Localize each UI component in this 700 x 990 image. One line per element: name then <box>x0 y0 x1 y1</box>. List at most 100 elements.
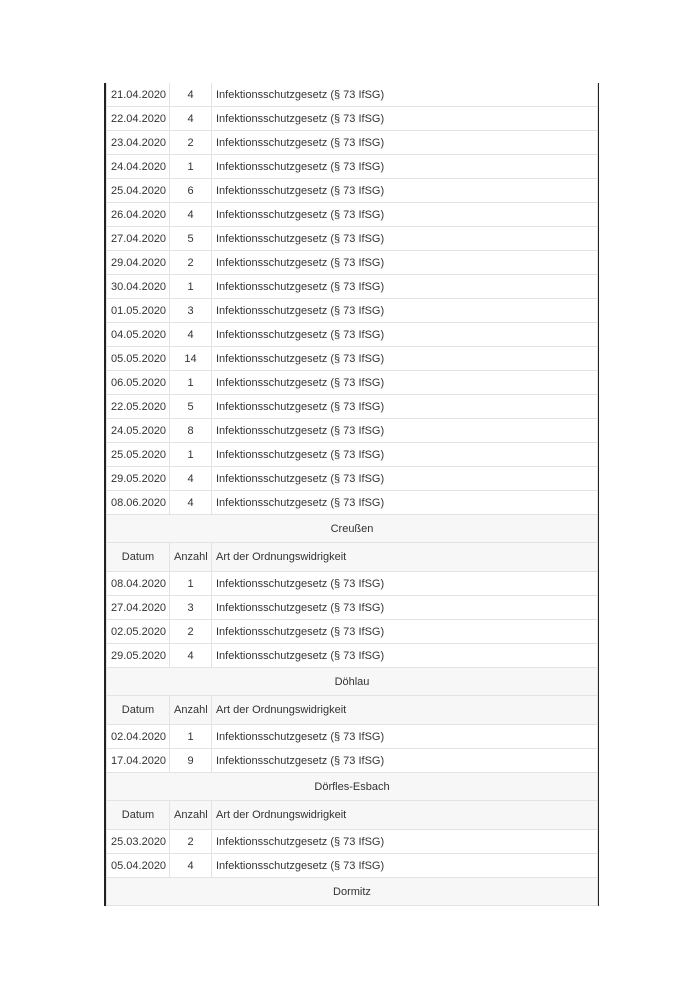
table-row: 25.03.2020 2 Infektionsschutzgesetz (§ 73 … <box>106 829 598 854</box>
cell-date: 17.04.2020 <box>106 748 170 773</box>
cell-count: 5 <box>169 394 212 419</box>
cell-type: Infektionsschutzgesetz (§ 73 IfSG) <box>211 226 598 251</box>
cell-date: 08.04.2020 <box>106 571 170 596</box>
cell-count: 5 <box>169 226 212 251</box>
table-row: 06.05.2020 1 Infektionsschutzgesetz (§ 73 … <box>106 370 598 395</box>
cell-type: Infektionsschutzgesetz (§ 73 IfSG) <box>211 595 598 620</box>
cell-date: 21.04.2020 <box>106 83 170 107</box>
cell-count: 4 <box>169 466 212 491</box>
table-row: 23.04.2020 2 Infektionsschutzgesetz (§ 73 … <box>106 130 598 155</box>
column-header-count: Anzahl <box>169 695 212 725</box>
cell-type: Infektionsschutzgesetz (§ 73 IfSG) <box>211 643 598 668</box>
column-header-count: Anzahl <box>169 542 212 572</box>
table-row: 22.04.2020 4 Infektionsschutzgesetz (§ 73 … <box>106 106 598 131</box>
column-header-row: Datum Anzahl Art der Ordnungswidrigkeit <box>106 695 598 725</box>
cell-type: Infektionsschutzgesetz (§ 73 IfSG) <box>211 250 598 275</box>
cell-date: 02.05.2020 <box>106 619 170 644</box>
table-row: 27.04.2020 3 Infektionsschutzgesetz (§ 73 … <box>106 595 598 620</box>
table-row: 29.05.2020 4 Infektionsschutzgesetz (§ 73 … <box>106 643 598 668</box>
cell-type: Infektionsschutzgesetz (§ 73 IfSG) <box>211 370 598 395</box>
column-header-row: Datum Anzahl Art der Ordnungswidrigkeit <box>106 542 598 572</box>
cell-count: 6 <box>169 178 212 203</box>
municipality-name: Dörfles-Esbach <box>106 772 598 801</box>
cell-count: 1 <box>169 154 212 179</box>
column-header-row: Datum Anzahl Art der Ordnungswidrigkeit <box>106 800 598 830</box>
table-row: 05.05.2020 14 Infektionsschutzgesetz (§ 73… <box>106 346 598 371</box>
table-row: 02.04.2020 1 Infektionsschutzgesetz (§ 73 … <box>106 724 598 749</box>
cell-date: 25.03.2020 <box>106 829 170 854</box>
column-header-type: Art der Ordnungswidrigkeit <box>211 542 598 572</box>
cell-count: 2 <box>169 250 212 275</box>
section-title-row: Döhlau <box>106 667 598 696</box>
cell-type: Infektionsschutzgesetz (§ 73 IfSG) <box>211 106 598 131</box>
table-row: 24.05.2020 8 Infektionsschutzgesetz (§ 73 … <box>106 418 598 443</box>
table-row: 05.04.2020 4 Infektionsschutzgesetz (§ 73 … <box>106 853 598 878</box>
cell-count: 4 <box>169 202 212 227</box>
cell-type: Infektionsschutzgesetz (§ 73 IfSG) <box>211 748 598 773</box>
table-row: 17.04.2020 9 Infektionsschutzgesetz (§ 73 … <box>106 748 598 773</box>
cell-count: 14 <box>169 346 212 371</box>
cell-type: Infektionsschutzgesetz (§ 73 IfSG) <box>211 442 598 467</box>
table-row: 25.05.2020 1 Infektionsschutzgesetz (§ 73 … <box>106 442 598 467</box>
table-row: 22.05.2020 5 Infektionsschutzgesetz (§ 73 … <box>106 394 598 419</box>
cell-type: Infektionsschutzgesetz (§ 73 IfSG) <box>211 490 598 515</box>
table-row: 29.05.2020 4 Infektionsschutzgesetz (§ 73 … <box>106 466 598 491</box>
cell-date: 01.05.2020 <box>106 298 170 323</box>
cell-date: 05.05.2020 <box>106 346 170 371</box>
cell-date: 23.04.2020 <box>106 130 170 155</box>
cell-type: Infektionsschutzgesetz (§ 73 IfSG) <box>211 178 598 203</box>
cell-count: 4 <box>169 83 212 107</box>
cell-count: 3 <box>169 595 212 620</box>
column-header-type: Art der Ordnungswidrigkeit <box>211 695 598 725</box>
cell-date: 22.04.2020 <box>106 106 170 131</box>
cell-count: 2 <box>169 619 212 644</box>
cell-count: 2 <box>169 829 212 854</box>
column-header-date: Datum <box>106 800 170 830</box>
column-header-date: Datum <box>106 542 170 572</box>
table-row: 24.04.2020 1 Infektionsschutzgesetz (§ 73 … <box>106 154 598 179</box>
section-title-row: Creußen <box>106 514 598 543</box>
cell-type: Infektionsschutzgesetz (§ 73 IfSG) <box>211 418 598 443</box>
cell-type: Infektionsschutzgesetz (§ 73 IfSG) <box>211 394 598 419</box>
cell-count: 1 <box>169 724 212 749</box>
cell-type: Infektionsschutzgesetz (§ 73 IfSG) <box>211 853 598 878</box>
cell-date: 25.04.2020 <box>106 178 170 203</box>
cell-count: 4 <box>169 322 212 347</box>
table-row: 01.05.2020 3 Infektionsschutzgesetz (§ 73 … <box>106 298 598 323</box>
table-row: 08.06.2020 4 Infektionsschutzgesetz (§ 73 … <box>106 490 598 515</box>
violations-table: 21.04.2020 4 Infektionsschutzgesetz (§ 73 … <box>106 83 598 906</box>
table-row: 27.04.2020 5 Infektionsschutzgesetz (§ 73 … <box>106 226 598 251</box>
cell-count: 2 <box>169 130 212 155</box>
cell-count: 3 <box>169 298 212 323</box>
cell-date: 27.04.2020 <box>106 226 170 251</box>
table-row: 25.04.2020 6 Infektionsschutzgesetz (§ 73 … <box>106 178 598 203</box>
cell-date: 29.04.2020 <box>106 250 170 275</box>
cell-type: Infektionsschutzgesetz (§ 73 IfSG) <box>211 322 598 347</box>
section-title-row: Dörfles-Esbach <box>106 772 598 801</box>
municipality-name: Döhlau <box>106 667 598 696</box>
cell-date: 05.04.2020 <box>106 853 170 878</box>
cell-date: 06.05.2020 <box>106 370 170 395</box>
cell-date: 02.04.2020 <box>106 724 170 749</box>
cell-date: 24.05.2020 <box>106 418 170 443</box>
column-header-type: Art der Ordnungswidrigkeit <box>211 800 598 830</box>
table-row: 21.04.2020 4 Infektionsschutzgesetz (§ 73 … <box>106 83 598 107</box>
cell-date: 27.04.2020 <box>106 595 170 620</box>
cell-count: 1 <box>169 442 212 467</box>
table-row: 30.04.2020 1 Infektionsschutzgesetz (§ 73 … <box>106 274 598 299</box>
column-header-date: Datum <box>106 695 170 725</box>
cell-count: 1 <box>169 571 212 596</box>
cell-count: 4 <box>169 853 212 878</box>
cell-count: 1 <box>169 274 212 299</box>
table-row: 02.05.2020 2 Infektionsschutzgesetz (§ 73 … <box>106 619 598 644</box>
table-row: 04.05.2020 4 Infektionsschutzgesetz (§ 73 … <box>106 322 598 347</box>
column-header-count: Anzahl <box>169 800 212 830</box>
table-row: 26.04.2020 4 Infektionsschutzgesetz (§ 73 … <box>106 202 598 227</box>
cell-type: Infektionsschutzgesetz (§ 73 IfSG) <box>211 202 598 227</box>
cell-type: Infektionsschutzgesetz (§ 73 IfSG) <box>211 130 598 155</box>
cell-date: 25.05.2020 <box>106 442 170 467</box>
cell-type: Infektionsschutzgesetz (§ 73 IfSG) <box>211 154 598 179</box>
cell-date: 04.05.2020 <box>106 322 170 347</box>
cell-count: 9 <box>169 748 212 773</box>
table-row: 29.04.2020 2 Infektionsschutzgesetz (§ 73 … <box>106 250 598 275</box>
